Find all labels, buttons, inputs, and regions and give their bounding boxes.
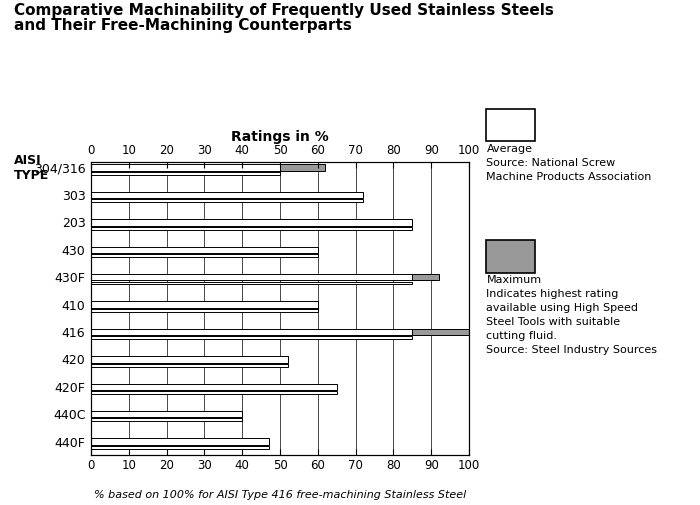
- Bar: [91, 309, 318, 312]
- Bar: [91, 227, 412, 230]
- Bar: [91, 219, 412, 226]
- Text: and Their Free-Machining Counterparts: and Their Free-Machining Counterparts: [14, 18, 352, 33]
- Bar: [91, 199, 363, 202]
- Bar: [91, 384, 337, 390]
- Bar: [91, 356, 288, 363]
- Bar: [91, 274, 412, 280]
- Bar: [412, 329, 469, 335]
- Bar: [91, 172, 280, 175]
- Text: % based on 100% for AISI Type 416 free-machining Stainless Steel: % based on 100% for AISI Type 416 free-m…: [94, 490, 466, 500]
- Bar: [91, 329, 412, 335]
- Text: AISI
TYPE: AISI TYPE: [14, 154, 49, 182]
- Bar: [91, 281, 412, 284]
- Text: Comparative Machinability of Frequently Used Stainless Steels: Comparative Machinability of Frequently …: [14, 3, 554, 18]
- Bar: [91, 165, 280, 171]
- Text: Average
Source: National Screw
Machine Products Association: Average Source: National Screw Machine P…: [486, 144, 652, 182]
- Bar: [91, 254, 318, 257]
- Bar: [91, 411, 242, 417]
- Text: Maximum
Indicates highest rating
available using High Speed
Steel Tools with sui: Maximum Indicates highest rating availab…: [486, 275, 657, 355]
- Bar: [91, 336, 412, 339]
- Bar: [412, 274, 439, 280]
- Bar: [280, 165, 326, 171]
- Bar: [91, 301, 318, 308]
- Bar: [91, 438, 269, 445]
- Bar: [91, 446, 269, 449]
- Bar: [91, 391, 337, 394]
- Text: Ratings in %: Ratings in %: [231, 130, 329, 144]
- Bar: [91, 192, 363, 198]
- Bar: [91, 364, 288, 367]
- Bar: [91, 246, 318, 253]
- Bar: [91, 419, 242, 421]
